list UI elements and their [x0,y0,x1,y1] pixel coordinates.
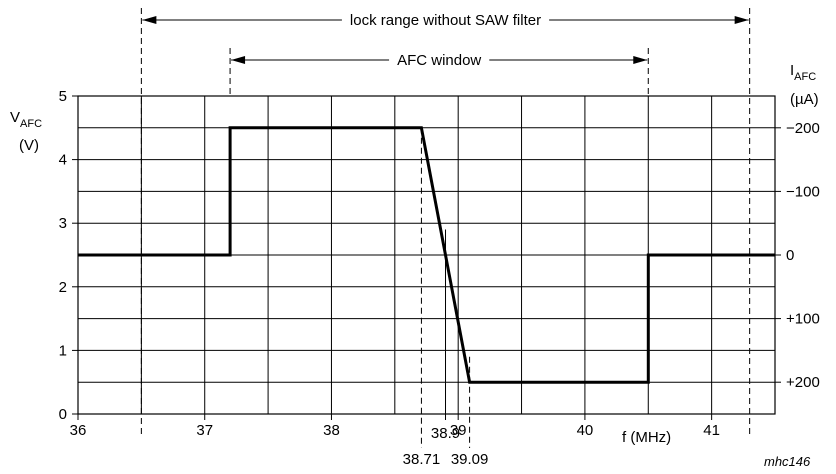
y-right-tick-label: −100 [786,183,820,200]
range-arrow-head [142,16,157,24]
y-right-tick-label: +200 [786,374,820,391]
y-left-tick-label: 4 [59,152,67,169]
curve-layer [78,126,775,384]
y-left-tick-label: 2 [59,279,67,296]
range-arrow-head [734,16,749,24]
annotation-layer: lock range without SAW filter AFC window [140,8,751,434]
label-layer: 36 37 38 39 40 41 0 1 2 3 4 5 −200 −100 0 +100 +200 38.71… [59,88,820,468]
y-right-axis-unit: (µA) [790,91,819,108]
range-label: AFC window [397,52,481,69]
vafc-curve [78,126,775,384]
x-tick-label: 40 [577,422,594,439]
range-arrow-head [633,56,648,64]
y-right-tick-label: −200 [786,120,820,137]
y-left-axis-unit: (V) [19,137,39,154]
x-axis-title: f (MHz) [622,429,671,446]
y-right-tick-label: +100 [786,311,820,328]
x-tick-label: 41 [703,422,720,439]
x-tick-label: 39 [450,422,467,439]
marker-label: 38.9 [431,425,460,442]
x-tick-label: 38 [323,422,340,439]
y-left-tick-label: 5 [59,88,67,105]
x-tick-label: 37 [196,422,213,439]
range-label: lock range without SAW filter [350,12,541,29]
y-right-axis-title: IAFC [790,62,816,83]
range-arrow-head [231,56,246,64]
marker-label: 39.09 [451,451,489,468]
y-left-axis-title: VAFC [10,109,42,130]
y-left-tick-label: 1 [59,342,67,359]
y-right-tick-label: 0 [786,247,794,264]
y-left-tick-label: 0 [59,406,67,423]
x-tick-label: 36 [70,422,87,439]
marker-layer [420,127,471,448]
marker-label: 38.71 [403,451,441,468]
figure-credit: mhc146 [764,454,811,469]
grid-layer [72,95,781,420]
y-left-tick-label: 3 [59,215,67,232]
